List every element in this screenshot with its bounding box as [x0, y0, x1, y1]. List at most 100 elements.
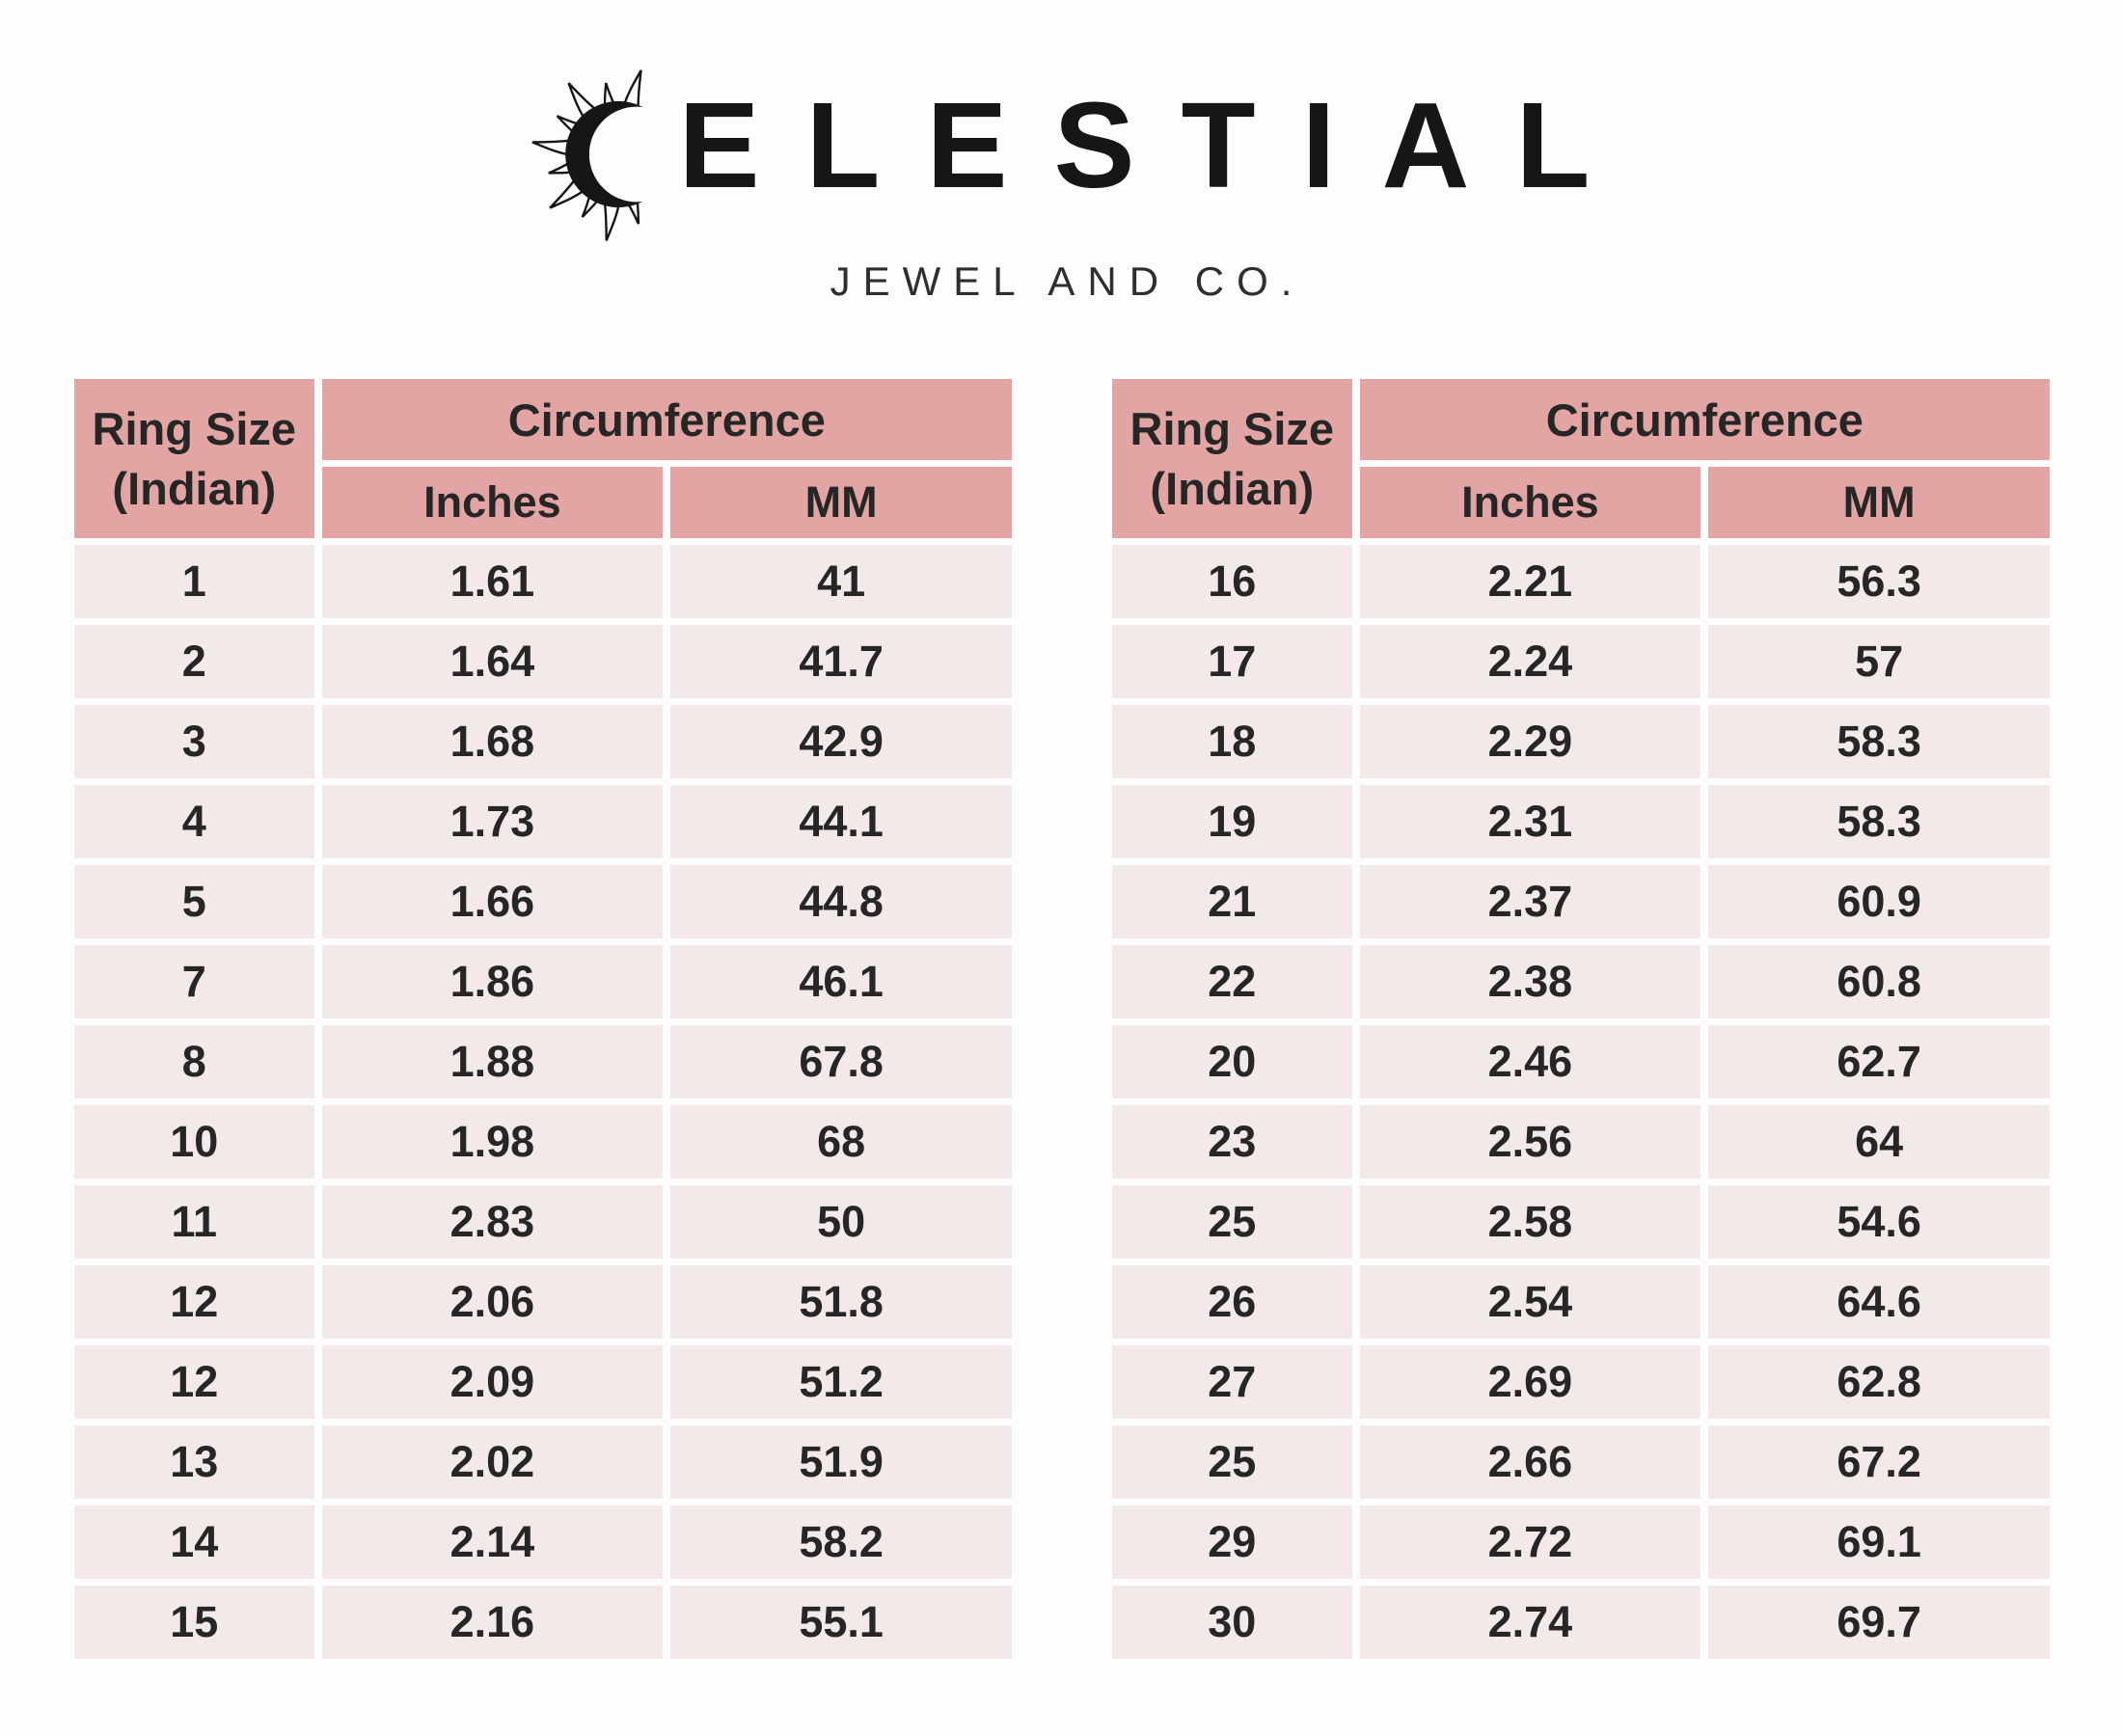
table-row: 2 1.64 41.7: [74, 625, 1012, 698]
table-row: 25 2.66 67.2: [1112, 1425, 2050, 1499]
tables-container: Ring Size (Indian) Circumference Inches …: [0, 372, 2122, 1666]
mm-cell: 58.3: [1708, 705, 2050, 778]
mm-cell: 56.3: [1708, 545, 2050, 618]
mm-cell: 62.8: [1708, 1345, 2050, 1419]
mm-cell: 60.8: [1708, 945, 2050, 1018]
table-row: 11 2.83 50: [74, 1185, 1012, 1259]
header-row-2: Inches MM: [74, 467, 1012, 538]
circumference-header: Circumference: [1359, 379, 2050, 460]
ring-size-header-line1: Ring Size: [1129, 403, 1335, 455]
circumference-header: Circumference: [321, 379, 1012, 460]
mm-header: MM: [1708, 467, 2050, 538]
ring-size-cell: 22: [1112, 945, 1352, 1018]
inches-cell: 2.46: [1359, 1025, 1701, 1099]
mm-cell: 46.1: [670, 945, 1012, 1018]
inches-cell: 2.83: [321, 1185, 664, 1259]
mm-cell: 62.7: [1708, 1025, 2050, 1099]
table-row: 5 1.66 44.8: [74, 865, 1012, 938]
header-row-1: Ring Size (Indian) Circumference: [74, 379, 1012, 538]
inches-cell: 2.16: [321, 1586, 664, 1659]
brand-logo: ELESTIAL JEWEL AND CO.: [0, 0, 2122, 305]
table-row: 19 2.31 58.3: [1112, 785, 2050, 858]
ring-size-cell: 20: [1112, 1025, 1352, 1099]
ring-size-cell: 30: [1112, 1586, 1352, 1659]
header-row-2: Inches MM: [1112, 467, 2050, 538]
inches-cell: 2.06: [321, 1265, 664, 1339]
table-row: 8 1.88 67.8: [74, 1025, 1012, 1099]
inches-header: Inches: [321, 467, 664, 538]
mm-cell: 51.2: [670, 1345, 1012, 1419]
inches-cell: 1.86: [321, 945, 664, 1018]
ring-size-cell: 26: [1112, 1265, 1352, 1339]
ring-size-cell: 12: [74, 1265, 314, 1339]
table-row: 17 2.24 57: [1112, 625, 2050, 698]
inches-cell: 1.73: [321, 785, 664, 858]
ring-size-cell: 19: [1112, 785, 1352, 858]
ring-size-cell: 11: [74, 1185, 314, 1259]
ring-size-cell: 27: [1112, 1345, 1352, 1419]
inches-header: Inches: [1359, 467, 1701, 538]
table-row: 3 1.68 42.9: [74, 705, 1012, 778]
ring-size-cell: 16: [1112, 545, 1352, 618]
inches-cell: 1.88: [321, 1025, 664, 1099]
table-row: 20 2.46 62.7: [1112, 1025, 2050, 1099]
table-row: 25 2.58 54.6: [1112, 1185, 2050, 1259]
ring-size-cell: 5: [74, 865, 314, 938]
table-row: 18 2.29 58.3: [1112, 705, 2050, 778]
ring-size-cell: 2: [74, 625, 314, 698]
ring-size-header-line2: (Indian): [112, 462, 277, 514]
ring-size-cell: 15: [74, 1586, 314, 1659]
ring-size-cell: 12: [74, 1345, 314, 1419]
sun-crescent-icon: [531, 67, 679, 243]
inches-cell: 2.58: [1359, 1185, 1701, 1259]
mm-cell: 64.6: [1708, 1265, 2050, 1339]
table-row: 10 1.98 68: [74, 1105, 1012, 1179]
inches-cell: 2.54: [1359, 1265, 1701, 1339]
mm-cell: 67.8: [670, 1025, 1012, 1099]
ring-size-cell: 21: [1112, 865, 1352, 938]
table-row: 16 2.21 56.3: [1112, 545, 2050, 618]
inches-cell: 2.37: [1359, 865, 1701, 938]
mm-cell: 69.1: [1708, 1505, 2050, 1579]
inches-cell: 2.02: [321, 1425, 664, 1499]
table-row: 7 1.86 46.1: [74, 945, 1012, 1018]
table-row: 27 2.69 62.8: [1112, 1345, 2050, 1419]
table-row: 1 1.61 41: [74, 545, 1012, 618]
mm-cell: 69.7: [1708, 1586, 2050, 1659]
table-row: 4 1.73 44.1: [74, 785, 1012, 858]
mm-cell: 58.2: [670, 1505, 1012, 1579]
table-row: 26 2.54 64.6: [1112, 1265, 2050, 1339]
mm-cell: 67.2: [1708, 1425, 2050, 1499]
brand-name-text: ELESTIAL: [678, 76, 1637, 213]
mm-cell: 55.1: [670, 1586, 1012, 1659]
inches-cell: 2.09: [321, 1345, 664, 1419]
mm-cell: 54.6: [1708, 1185, 2050, 1259]
ring-size-header: Ring Size (Indian): [1112, 379, 1352, 538]
mm-cell: 51.9: [670, 1425, 1012, 1499]
mm-cell: 50: [670, 1185, 1012, 1259]
table-row: 22 2.38 60.8: [1112, 945, 2050, 1018]
inches-cell: 1.61: [321, 545, 664, 618]
mm-cell: 44.8: [670, 865, 1012, 938]
inches-cell: 2.66: [1359, 1425, 1701, 1499]
mm-cell: 41.7: [670, 625, 1012, 698]
mm-cell: 60.9: [1708, 865, 2050, 938]
table-row: 12 2.09 51.2: [74, 1345, 1012, 1419]
ring-size-cell: 29: [1112, 1505, 1352, 1579]
inches-cell: 1.68: [321, 705, 664, 778]
table-row: 29 2.72 69.1: [1112, 1505, 2050, 1579]
mm-cell: 41: [670, 545, 1012, 618]
inches-cell: 2.24: [1359, 625, 1701, 698]
inches-cell: 1.98: [321, 1105, 664, 1179]
mm-cell: 44.1: [670, 785, 1012, 858]
ring-size-cell: 10: [74, 1105, 314, 1179]
ring-size-cell: 13: [74, 1425, 314, 1499]
ring-size-cell: 25: [1112, 1185, 1352, 1259]
mm-cell: 64: [1708, 1105, 2050, 1179]
inches-cell: 2.21: [1359, 545, 1701, 618]
mm-cell: 58.3: [1708, 785, 2050, 858]
ring-size-header: Ring Size (Indian): [74, 379, 314, 538]
ring-size-cell: 3: [74, 705, 314, 778]
table-row: 15 2.16 55.1: [74, 1586, 1012, 1659]
inches-cell: 2.29: [1359, 705, 1701, 778]
